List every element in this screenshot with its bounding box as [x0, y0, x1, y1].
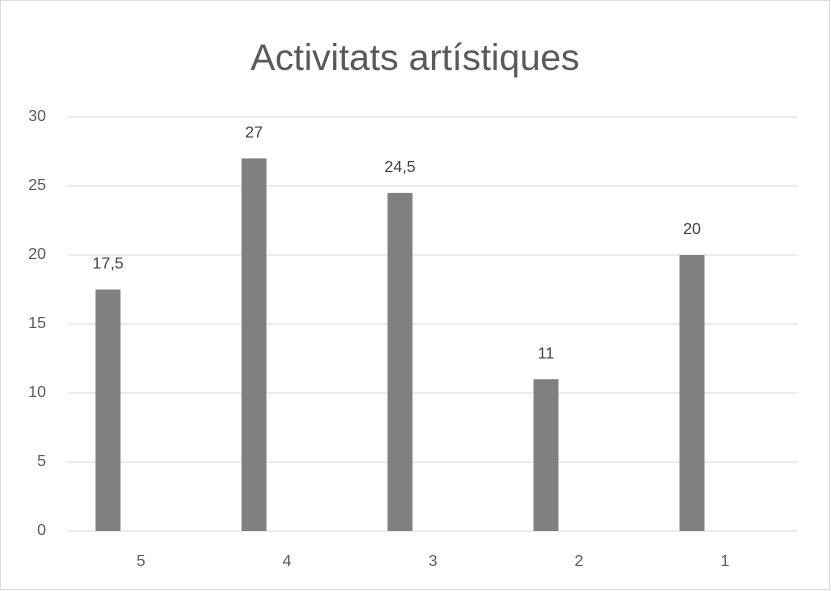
- y-tick-label: 10: [28, 384, 46, 401]
- bar: [533, 379, 559, 531]
- bar: [679, 255, 705, 531]
- data-label: 11: [538, 345, 555, 362]
- x-tick-label: 3: [429, 553, 438, 570]
- data-label: 20: [683, 221, 701, 238]
- y-tick-label: 15: [28, 315, 46, 332]
- chart-title: Activitats artístiques: [250, 37, 579, 78]
- bar: [241, 158, 267, 531]
- y-tick-label: 30: [28, 108, 46, 125]
- data-label: 27: [245, 125, 263, 142]
- y-tick-label: 5: [37, 453, 46, 470]
- data-label: 17,5: [92, 256, 123, 273]
- x-tick-label: 1: [721, 553, 730, 570]
- bar: [95, 289, 121, 531]
- y-tick-label: 25: [28, 177, 46, 194]
- x-tick-label: 4: [283, 553, 292, 570]
- bar: [387, 192, 413, 531]
- data-label: 24,5: [384, 159, 415, 176]
- x-tick-label: 2: [575, 553, 584, 570]
- y-tick-label: 0: [37, 522, 46, 539]
- x-tick-label: 5: [137, 553, 146, 570]
- y-tick-label: 20: [28, 246, 46, 263]
